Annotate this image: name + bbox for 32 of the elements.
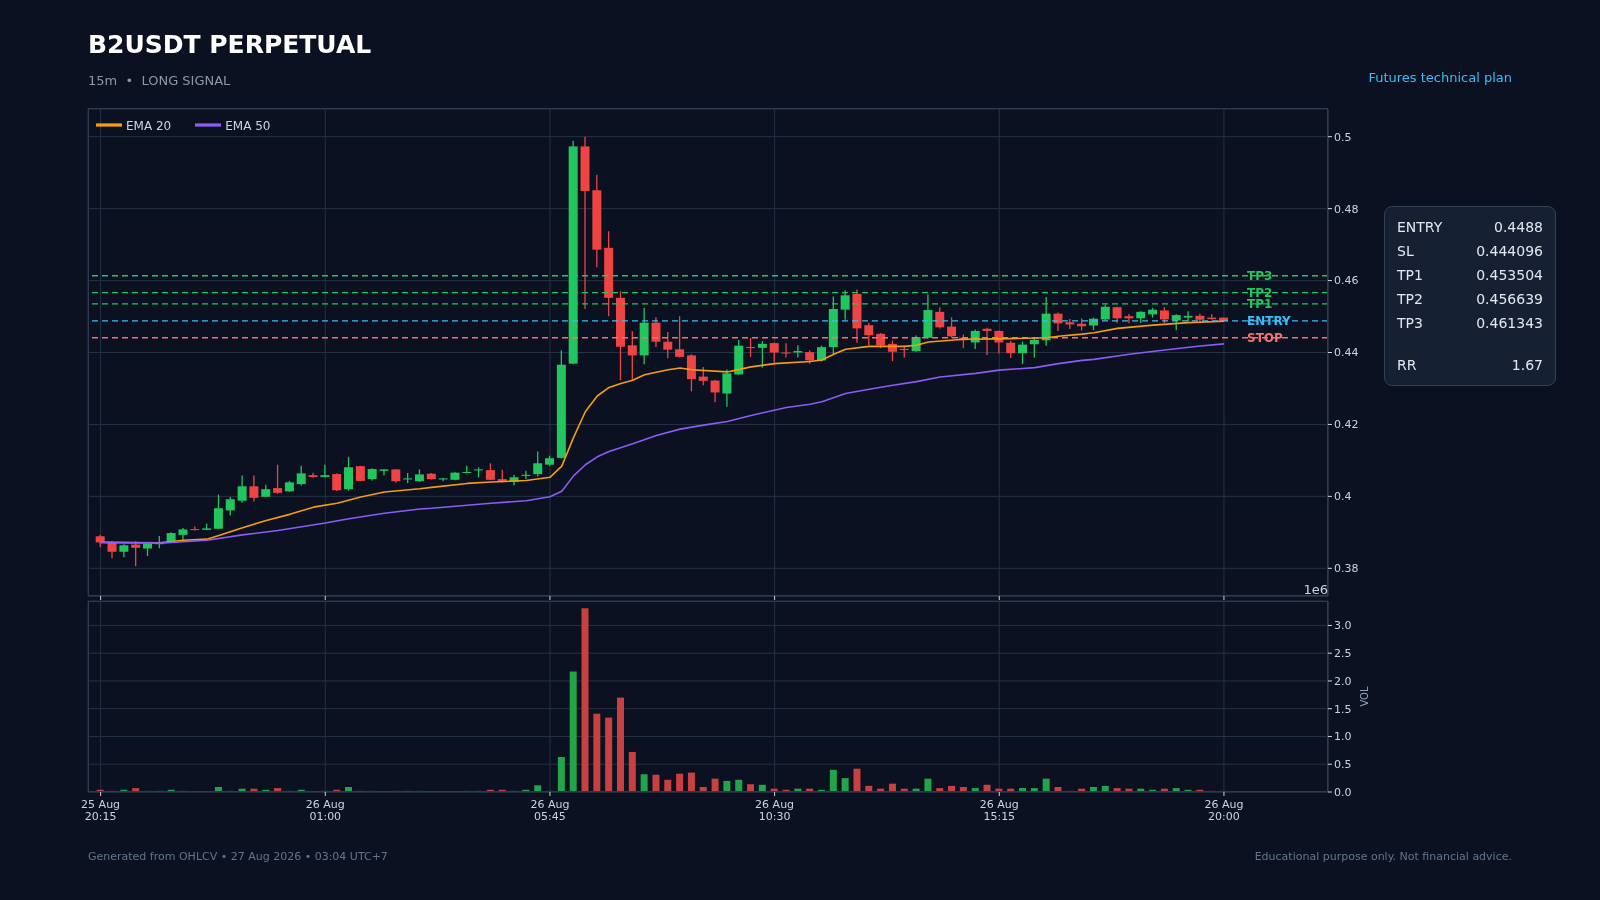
x-tick-label: 26 Aug 01:00 xyxy=(305,798,345,823)
text: Futures technical plan xyxy=(1368,70,1512,85)
annotation: 1e6 xyxy=(1303,582,1328,597)
chart-title: B2USDT PERPETUAL xyxy=(88,30,372,59)
y-tick-label: 2.0 xyxy=(1334,674,1352,688)
legend-label: EMA 50 xyxy=(225,118,271,133)
x-tick-label: 25 Aug 20:15 xyxy=(81,798,121,823)
y-tick-label: 0.5 xyxy=(1334,130,1352,144)
legend-label: EMA 20 xyxy=(126,118,172,133)
y-tick-label: 0.38 xyxy=(1334,562,1359,576)
y-tick-label: 0.48 xyxy=(1334,202,1359,216)
y-tick-label: 3.0 xyxy=(1334,619,1352,633)
chart-subtitle: 15m • LONG SIGNAL xyxy=(88,73,231,88)
y-tick-label: 0.5 xyxy=(1334,758,1352,772)
y-tick-label: 0.42 xyxy=(1334,418,1359,432)
y-tick-label: 0.44 xyxy=(1334,346,1359,360)
y-axis-title: VOL xyxy=(1359,686,1370,707)
y-tick-label: 1.0 xyxy=(1334,730,1352,744)
y-tick-label: 0.4 xyxy=(1334,490,1352,504)
y-tick-label: 0.0 xyxy=(1334,785,1352,799)
y-tick-label: 1.5 xyxy=(1334,702,1352,716)
trade-plan-panel: ENTRY 0.4488 SL 0.444096 TP1 0.453504 TP2 0.456639 TP3 0.461343 RR 1.67 xyxy=(1384,206,1556,386)
y-tick-label: 0.46 xyxy=(1334,274,1359,288)
ref-line-label: TP3 xyxy=(1247,268,1273,283)
ref-line-label: ENTRY xyxy=(1247,313,1292,328)
text: Generated from OHLCV • 27 Aug 2026 • 03:04 UTC+7 xyxy=(88,850,388,863)
y-tick-label: 2.5 xyxy=(1334,647,1352,661)
text: Educational purpose only. Not financial advice. xyxy=(1254,850,1512,863)
x-tick-label: 26 Aug 10:30 xyxy=(755,798,795,823)
x-tick-label: 26 Aug 15:15 xyxy=(979,798,1019,823)
x-tick-label: 26 Aug 05:45 xyxy=(530,798,570,823)
x-tick-label: 26 Aug 20:00 xyxy=(1204,798,1244,823)
